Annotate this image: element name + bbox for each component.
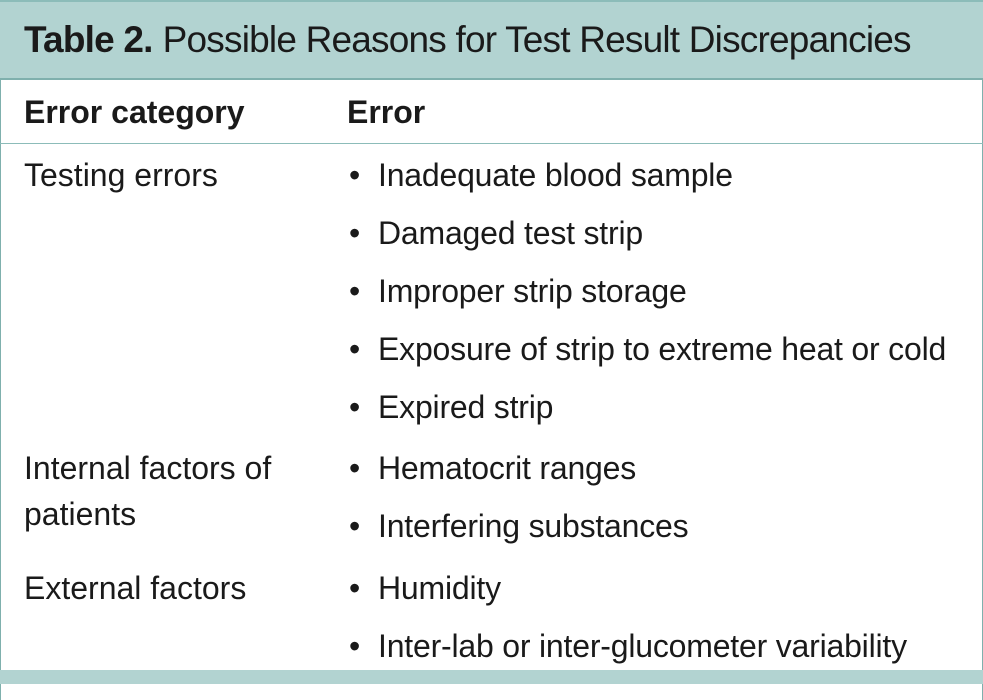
list-item: • Inadequate blood sample — [347, 152, 946, 210]
column-header-error: Error — [347, 94, 426, 130]
list-item: • Interfering substances — [347, 503, 689, 561]
list-item: • Improper strip storage — [347, 268, 946, 326]
row-category: Internal factors of patients — [24, 450, 272, 532]
list-item: • Humidity — [347, 565, 907, 623]
error-text: Inadequate blood sample — [378, 157, 733, 193]
error-list: • Inadequate blood sample • Damaged test s… — [347, 152, 946, 442]
table-title-bar: Table 2. Possible Reasons for Test Resul… — [0, 0, 983, 80]
column-header-error-category: Error category — [24, 94, 245, 130]
error-list: • Hematocrit ranges • Interfering substanc… — [347, 445, 689, 561]
error-text: Improper strip storage — [378, 273, 687, 309]
table-bottom-bar — [0, 670, 983, 684]
error-text: Inter-lab or inter-glucometer variabilit… — [378, 628, 907, 664]
bullet-icon: • — [349, 570, 361, 606]
row-category: External factors — [24, 570, 247, 606]
table-title: Possible Reasons for Test Result Discrep… — [162, 19, 912, 60]
list-item: • Damaged test strip — [347, 210, 946, 268]
list-item: • Expired strip — [347, 384, 946, 442]
list-item: • Hematocrit ranges — [347, 445, 688, 503]
error-text: Humidity — [378, 570, 501, 606]
error-text: Exposure of strip to extreme heat or col… — [378, 331, 947, 367]
error-list: • Humidity • Inter-lab or inter-glucometer… — [347, 565, 907, 681]
bullet-icon: • — [349, 331, 361, 367]
bullet-icon: • — [349, 157, 361, 193]
error-text: Expired strip — [378, 389, 554, 425]
bullet-icon: • — [349, 215, 361, 251]
bullet-icon: • — [349, 508, 361, 544]
table-header-row: Error category Error — [0, 80, 983, 144]
bullet-icon: • — [349, 273, 361, 309]
error-text: Interfering substances — [378, 508, 689, 544]
list-item: • Exposure of strip to extreme heat or co… — [347, 326, 946, 384]
bullet-icon: • — [349, 628, 361, 664]
error-text: Damaged test strip — [378, 215, 643, 251]
row-category: Testing errors — [24, 157, 218, 193]
bullet-icon: • — [349, 450, 361, 486]
table-label: Table 2. — [24, 19, 153, 60]
bullet-icon: • — [349, 389, 361, 425]
list-item: • Inter-lab or inter-glucometer variabili… — [347, 623, 907, 681]
error-text: Hematocrit ranges — [378, 450, 637, 486]
